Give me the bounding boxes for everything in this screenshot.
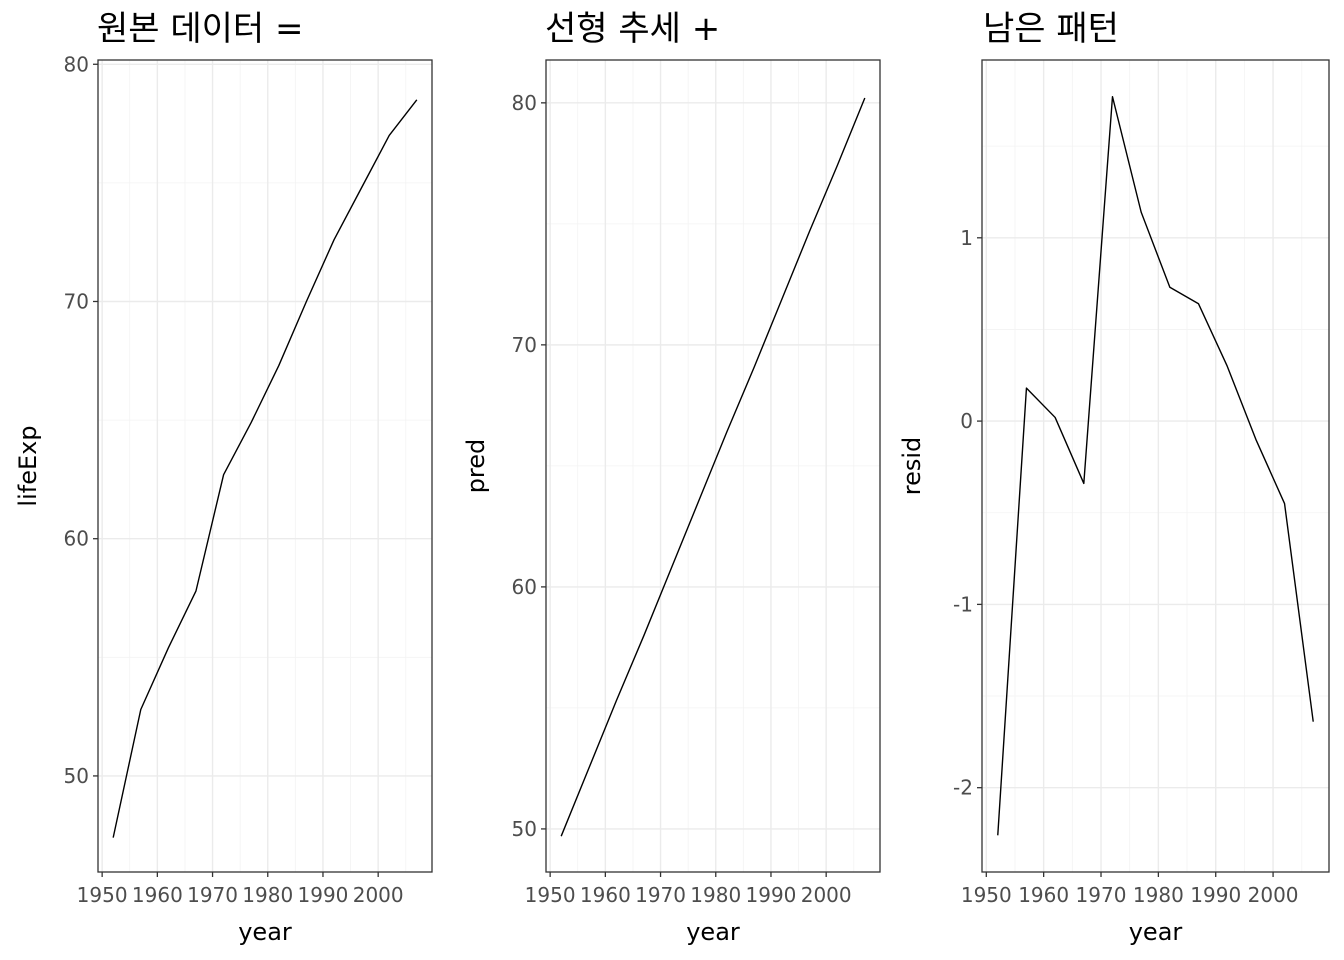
original-data-x-tick-label: 1990 — [298, 883, 349, 907]
original-data-plot-background — [98, 60, 432, 872]
residual-pattern-x-tick-label: 1970 — [1076, 883, 1127, 907]
original-data-y-tick-label: 70 — [64, 289, 89, 313]
linear-trend-y-axis-title: pred — [462, 439, 490, 494]
residual-pattern-x-tick-label: 1980 — [1133, 883, 1184, 907]
original-data-panel: 1950 1960 1970 1980 1990 2000 50 60 70 80 year life… — [14, 9, 433, 946]
original-data-y-tick-label: 60 — [64, 527, 89, 551]
linear-trend-x-tick-label: 1980 — [690, 883, 741, 907]
residual-pattern-x-tick-label: 1990 — [1190, 883, 1241, 907]
residual-pattern-y-tick-label: -1 — [953, 592, 973, 616]
residual-pattern-x-axis-title: year — [1129, 918, 1183, 946]
residual-pattern-x-tick-label: 2000 — [1248, 883, 1299, 907]
linear-trend-x-axis-title: year — [686, 918, 740, 946]
linear-trend-series-line — [560, 97, 866, 837]
linear-trend-x-tick-label: 1960 — [580, 883, 631, 907]
original-data-x-tick-label: 1970 — [187, 883, 238, 907]
residual-pattern-y-tick-label: 0 — [960, 409, 973, 433]
linear-trend-x-tick-label: 1990 — [746, 883, 797, 907]
residual-pattern-plot-background — [982, 60, 1329, 872]
original-data-title: 원본 데이터 = — [97, 9, 304, 49]
linear-trend-panel-border — [545, 59, 881, 873]
linear-trend-x-tick-label: 1970 — [635, 883, 686, 907]
linear-trend-x-tick-label: 1950 — [525, 883, 576, 907]
original-data-x-tick-label: 1960 — [132, 883, 183, 907]
residual-pattern-y-axis-title: resid — [898, 437, 926, 496]
linear-trend-y-tick-label: 80 — [512, 91, 537, 115]
residual-pattern-title: 남은 패턴 — [983, 9, 1119, 49]
linear-trend-x-tick-label: 2000 — [801, 883, 852, 907]
original-data-panel-border — [97, 59, 433, 873]
original-data-x-tick-label: 1950 — [77, 883, 128, 907]
residual-pattern-x-tick-label: 1960 — [1018, 883, 1069, 907]
original-data-y-tick-label: 80 — [64, 52, 89, 76]
residual-pattern-y-tick-label: 1 — [960, 226, 973, 250]
linear-trend-y-tick-label: 60 — [512, 575, 537, 599]
linear-trend-panel: 1950 1960 1970 1980 1990 2000 50 60 70 80 year pred… — [462, 9, 881, 946]
residual-pattern-panel: 1950 1960 1970 1980 1990 2000 -2 -1 0 1 year resid 남… — [898, 9, 1330, 946]
original-data-y-tick-label: 50 — [64, 764, 89, 788]
linear-trend-y-tick-label: 70 — [512, 333, 537, 357]
residual-pattern-y-tick-label: -2 — [953, 776, 973, 800]
original-data-y-axis-title: lifeExp — [14, 425, 42, 506]
original-data-series-line — [112, 99, 418, 838]
linear-trend-y-tick-label: 50 — [512, 817, 537, 841]
original-data-x-tick-label: 2000 — [353, 883, 404, 907]
residual-pattern-panel-border — [981, 59, 1330, 873]
residual-pattern-series-line — [997, 95, 1314, 836]
original-data-x-axis-title: year — [238, 918, 292, 946]
linear-trend-title: 선형 추세 + — [545, 9, 720, 49]
residual-pattern-x-tick-label: 1950 — [961, 883, 1012, 907]
original-data-x-tick-label: 1980 — [242, 883, 293, 907]
